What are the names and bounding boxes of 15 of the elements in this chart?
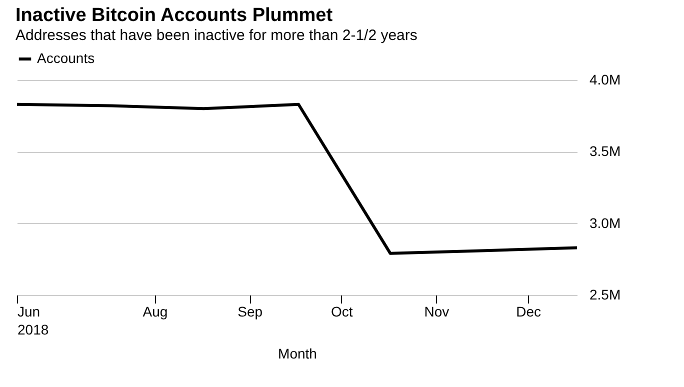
- legend-label: Accounts: [37, 50, 95, 66]
- chart-title: Inactive Bitcoin Accounts Plummet: [16, 5, 334, 26]
- x-tick-label: Nov: [424, 304, 450, 320]
- y-tick-label: 2.5M: [590, 286, 621, 302]
- y-tick-label: 3.5M: [590, 143, 621, 160]
- y-tick-label: 3.0M: [590, 214, 621, 231]
- line-series: [16, 102, 578, 255]
- x-tick-label: Jun 2018: [18, 304, 49, 338]
- x-tick-label: Sep: [238, 304, 263, 320]
- y-tick-label: 4.0M: [590, 72, 621, 88]
- x-tick-label: Dec: [516, 304, 541, 320]
- x-axis-title: Month: [278, 346, 317, 362]
- x-tick-label: Aug: [142, 304, 168, 320]
- chart-subtitle: Addresses that have been inactive for more than 2-1/2 years: [16, 27, 418, 44]
- x-tick-label: Oct: [330, 304, 353, 320]
